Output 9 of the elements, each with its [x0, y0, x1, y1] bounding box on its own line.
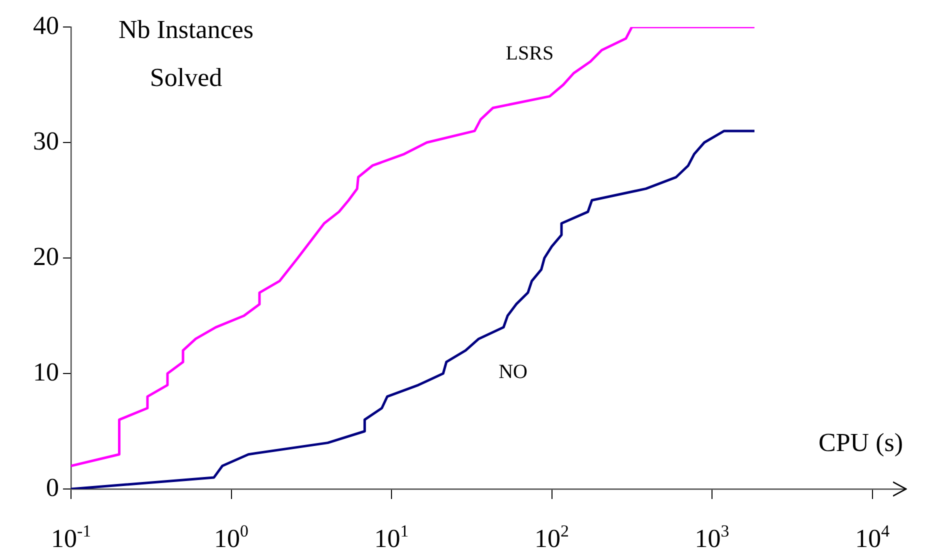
x-axis-title: CPU (s) [818, 428, 903, 457]
y-tick-label: 10 [33, 357, 59, 386]
series-label: NO [498, 361, 528, 384]
y-tick-label: 0 [46, 472, 59, 502]
y-tick-label: 20 [33, 242, 59, 271]
y-tick-label: 30 [33, 126, 59, 156]
series-label: LSRS [506, 42, 554, 64]
y-tick-label: 40 [33, 10, 59, 40]
y-axis-title: Nb Instances Solved [118, 15, 254, 92]
